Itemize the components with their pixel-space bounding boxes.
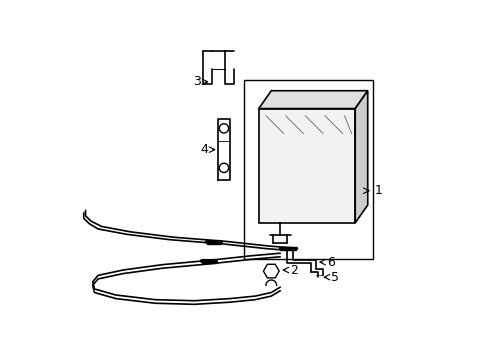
Polygon shape bbox=[263, 264, 279, 278]
Bar bbox=[258, 109, 354, 223]
Bar bbox=[244, 80, 372, 258]
Polygon shape bbox=[354, 91, 367, 223]
Text: 6: 6 bbox=[326, 256, 334, 269]
Text: 4: 4 bbox=[200, 143, 207, 156]
Polygon shape bbox=[258, 91, 367, 109]
Text: 5: 5 bbox=[330, 271, 338, 284]
Circle shape bbox=[219, 124, 228, 133]
Text: 3: 3 bbox=[193, 75, 201, 88]
Circle shape bbox=[219, 163, 228, 172]
Text: 2: 2 bbox=[289, 264, 297, 276]
Text: 1: 1 bbox=[374, 184, 382, 197]
